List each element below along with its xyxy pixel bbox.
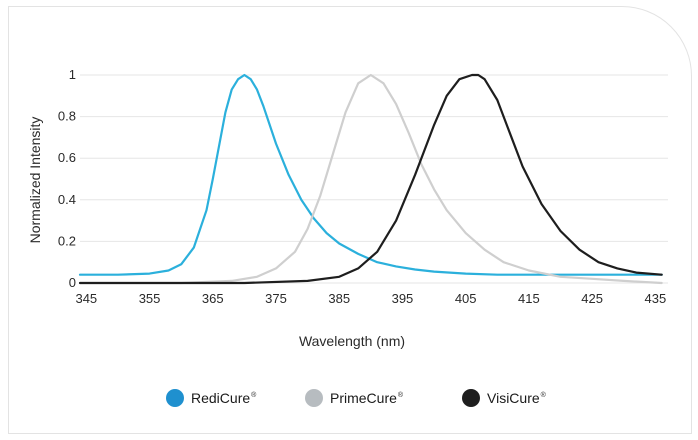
legend-label: RediCure <box>191 390 250 406</box>
y-tick-labels: 0 0.2 0.4 0.6 0.8 1 <box>58 67 76 290</box>
series-line-primecure <box>78 73 663 285</box>
y-tick-label: 0.8 <box>58 109 76 124</box>
y-tick-label: 0.2 <box>58 233 76 248</box>
registered-mark: ® <box>398 391 404 399</box>
x-tick-label: 355 <box>139 291 161 306</box>
legend-item-redicure: RediCure ® <box>166 389 257 407</box>
x-tick-labels: 345 355 365 375 385 395 405 415 425 435 <box>75 291 666 306</box>
legend-item-primecure: PrimeCure ® <box>305 389 404 407</box>
legend-label: VisiCure <box>487 390 540 406</box>
series-line-redicure <box>78 73 663 276</box>
x-tick-label: 415 <box>518 291 540 306</box>
x-tick-label: 425 <box>581 291 603 306</box>
chart-card <box>8 6 692 434</box>
x-axis-title: Wavelength (nm) <box>299 333 405 349</box>
legend-label: PrimeCure <box>330 390 397 406</box>
x-tick-label: 395 <box>392 291 414 306</box>
y-tick-label: 0.6 <box>58 150 76 165</box>
legend-swatch <box>305 389 323 407</box>
registered-mark: ® <box>251 391 257 399</box>
y-tick-label: 0.4 <box>58 192 76 207</box>
y-tick-label: 0 <box>69 275 76 290</box>
legend: RediCure ® PrimeCure ® VisiCure ® <box>166 389 547 407</box>
x-tick-label: 375 <box>265 291 287 306</box>
registered-mark: ® <box>541 391 547 399</box>
y-axis-title: Normalized Intensity <box>27 117 43 244</box>
x-tick-label: 405 <box>455 291 477 306</box>
y-tick-label: 1 <box>69 67 76 82</box>
series-lines <box>78 73 663 285</box>
x-tick-label: 385 <box>328 291 350 306</box>
series-line-visicure <box>78 73 663 285</box>
legend-item-visicure: VisiCure ® <box>462 389 547 407</box>
legend-swatch <box>166 389 184 407</box>
x-tick-label: 345 <box>75 291 97 306</box>
x-tick-label: 435 <box>645 291 667 306</box>
grid-lines <box>80 74 668 284</box>
legend-swatch <box>462 389 480 407</box>
x-tick-label: 365 <box>202 291 224 306</box>
